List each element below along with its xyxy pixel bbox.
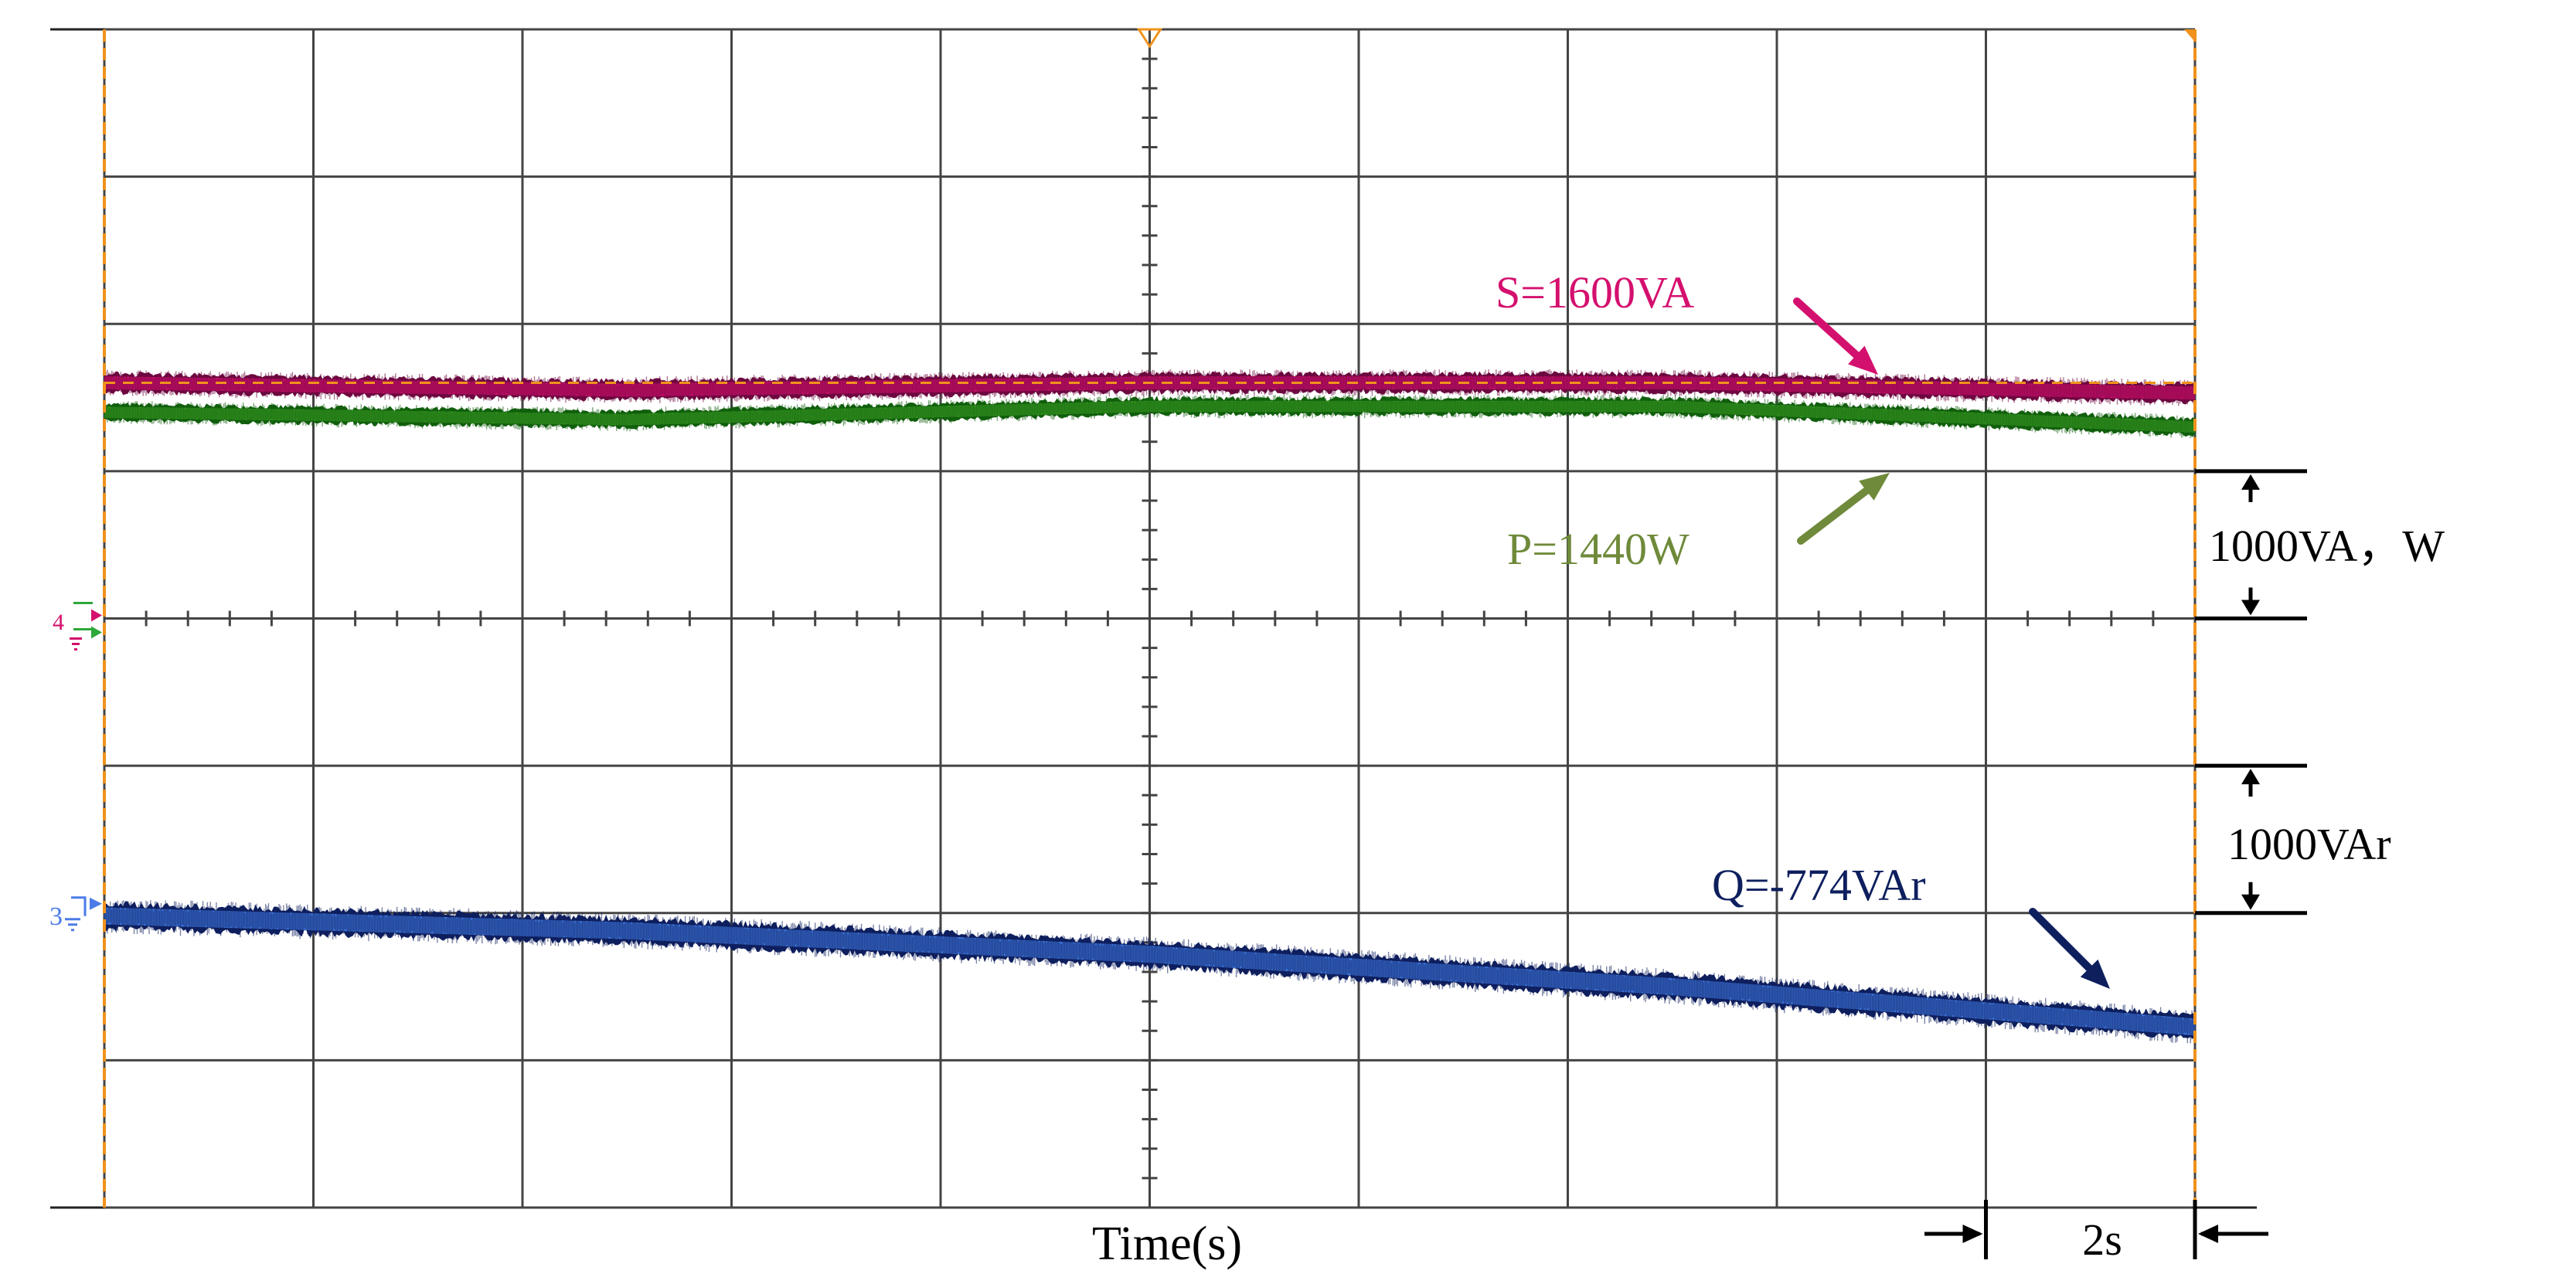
cursors xyxy=(103,28,2197,1208)
traces xyxy=(104,369,2196,1044)
time-div-right-arrow-head xyxy=(2198,1225,2218,1243)
trace-q xyxy=(104,900,2196,1044)
channel-4-marker: 4 xyxy=(53,610,64,635)
time-per-division-label: 2s xyxy=(2082,1215,2122,1265)
channel-3-marker: 3 xyxy=(49,902,63,931)
channel-3-arrow-icon xyxy=(90,897,102,910)
power-scale-label: 1000VA，W xyxy=(2209,521,2445,571)
ground-symbol-icon xyxy=(65,918,80,932)
p-arrow-shaft xyxy=(1797,487,1870,545)
reactive-scale-up-arrow-head xyxy=(2241,769,2260,785)
ground-symbol-icon xyxy=(70,637,82,651)
reactive-scale-label: 1000VAr xyxy=(2227,819,2391,869)
trace-q-noise xyxy=(104,900,2196,1044)
p-annotation: P=1440W xyxy=(1507,524,1690,574)
right-cursor-marker xyxy=(2184,29,2195,42)
x-axis-label: Time(s) xyxy=(1092,1218,1242,1270)
channel-4-arrow-icon xyxy=(91,609,102,622)
scale-markers xyxy=(1924,469,2307,1259)
q-annotation: Q=-774VAr xyxy=(1712,860,1926,910)
time-div-left-arrow-head xyxy=(1962,1225,1983,1243)
trace-p xyxy=(104,394,2196,439)
channel-3-ground-icon xyxy=(71,896,87,916)
q-arrow-shaft xyxy=(2029,908,2094,973)
power-scale-up-arrow-head xyxy=(2241,474,2260,490)
channel-4-ground-icon xyxy=(73,602,93,630)
s-annotation: S=1600VA xyxy=(1496,267,1694,318)
reactive-scale-down-arrow-head xyxy=(2241,894,2260,910)
q-arrow-head xyxy=(2080,959,2110,989)
annotation-arrows xyxy=(1793,297,2110,989)
p-arrow-icon xyxy=(91,626,102,639)
s-arrow-head xyxy=(1848,345,1878,375)
power-scale-down-arrow-head xyxy=(2241,600,2260,616)
p-arrow-head xyxy=(1859,473,1890,501)
channel-markers: 4 3 xyxy=(49,602,102,932)
s-arrow-shaft xyxy=(1793,297,1860,359)
trigger-marker xyxy=(1136,28,1163,49)
